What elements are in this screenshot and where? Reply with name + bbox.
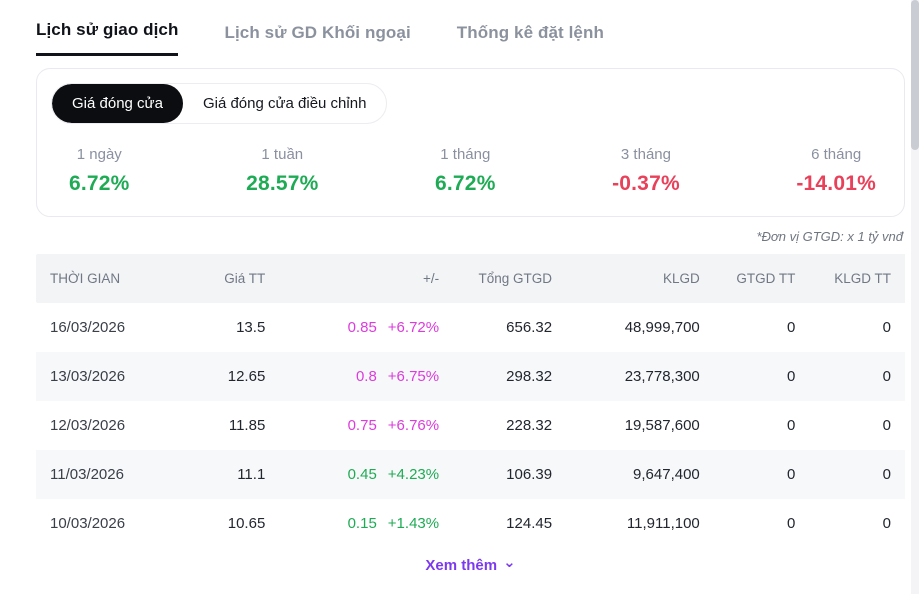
table-row: 10/03/2026 10.65 0.15 +1.43% 124.45 11,91…: [36, 499, 905, 548]
table-row: 12/03/2026 11.85 0.75 +6.76% 228.32 19,58…: [36, 401, 905, 450]
cell-klgd-tt: 0: [882, 319, 891, 336]
cell-price: 10.65: [227, 515, 266, 532]
scrollbar-thumb[interactable]: [911, 0, 919, 150]
col-header-klgd-tt: KLGD TT: [809, 254, 905, 303]
cell-gtgd-tt: 0: [787, 417, 796, 434]
tab-lich-su-gd-khoi-ngoai[interactable]: Lịch sử GD Khối ngoại: [224, 23, 411, 42]
cell-klgd: 9,647,400: [633, 466, 700, 483]
load-more-label: Xem thêm: [425, 557, 498, 574]
cell-gtgd-tt: 0: [787, 515, 796, 532]
perf-value: -0.37%: [612, 172, 680, 195]
cell-klgd: 23,778,300: [624, 368, 700, 385]
cell-klgd-tt: 0: [882, 368, 891, 385]
chevron-down-icon: ⌄: [503, 553, 516, 571]
load-more-button[interactable]: Xem thêm ⌄: [36, 548, 905, 580]
perf-value: 6.72%: [435, 172, 496, 195]
tab-bar: Lịch sử giao dịch Lịch sử GD Khối ngoại …: [0, 0, 919, 56]
cell-change: 0.8 +6.75%: [279, 352, 453, 401]
cell-price: 11.1: [237, 466, 266, 483]
perf-1-day: 1 ngày 6.72%: [69, 146, 130, 196]
price-type-toggle: Giá đóng cửa Giá đóng cửa điều chỉnh: [51, 83, 388, 124]
col-header-price: Giá TT: [192, 254, 280, 303]
perf-period-label: 6 tháng: [811, 146, 862, 163]
cell-gtgd-tt: 0: [787, 368, 796, 385]
performance-row: 1 ngày 6.72% 1 tuần 28.57% 1 tháng 6.72%…: [69, 146, 876, 196]
table-row: 13/03/2026 12.65 0.8 +6.75% 298.32 23,778…: [36, 352, 905, 401]
change-percent: +6.76%: [387, 417, 440, 434]
cell-change: 0.85 +6.72%: [279, 303, 453, 352]
table-row: 11/03/2026 11.1 0.45 +4.23% 106.39 9,647,…: [36, 450, 905, 499]
perf-value: 6.72%: [69, 172, 130, 195]
cell-date: 12/03/2026: [50, 417, 126, 434]
change-value: 0.45: [347, 466, 377, 483]
change-value: 0.75: [347, 417, 377, 434]
cell-klgd: 11,911,100: [626, 515, 700, 532]
change-percent: +6.72%: [387, 319, 440, 336]
perf-period-label: 1 ngày: [76, 146, 122, 163]
cell-price: 11.85: [228, 417, 266, 434]
cell-total-gtgd: 298.32: [506, 368, 553, 385]
trade-history-table: THỜI GIAN Giá TT +/- Tổng GTGD KLGD GTGD…: [36, 254, 905, 548]
cell-total-gtgd: 106.39: [506, 466, 553, 483]
cell-klgd: 19,587,600: [624, 417, 700, 434]
perf-period-label: 1 tháng: [440, 146, 491, 163]
cell-date: 13/03/2026: [50, 368, 126, 385]
cell-change: 0.15 +1.43%: [279, 499, 453, 548]
perf-1-week: 1 tuần 28.57%: [246, 146, 318, 196]
change-percent: +6.75%: [387, 368, 440, 385]
perf-period-label: 1 tuần: [261, 146, 304, 163]
perf-3-month: 3 tháng -0.37%: [612, 146, 680, 196]
cell-price: 13.5: [236, 319, 266, 336]
table-row: 16/03/2026 13.5 0.85 +6.72% 656.32 48,999…: [36, 303, 905, 352]
unit-note: *Đơn vị GTGD: x 1 tỷ vnđ: [756, 229, 903, 244]
toggle-close-price[interactable]: Giá đóng cửa: [52, 84, 183, 123]
change-value: 0.85: [347, 319, 377, 336]
change-percent: +4.23%: [387, 466, 440, 483]
cell-gtgd-tt: 0: [787, 319, 796, 336]
perf-value: -14.01%: [796, 172, 876, 195]
tab-lich-su-giao-dich[interactable]: Lịch sử giao dịch: [36, 20, 179, 56]
col-header-time: THỜI GIAN: [36, 254, 193, 303]
cell-klgd-tt: 0: [882, 466, 891, 483]
cell-date: 16/03/2026: [50, 319, 126, 336]
cell-total-gtgd: 228.32: [506, 417, 553, 434]
change-percent: +1.43%: [387, 515, 440, 532]
table-header-row: THỜI GIAN Giá TT +/- Tổng GTGD KLGD GTGD…: [36, 254, 905, 303]
col-header-gtgd-tt: GTGD TT: [713, 254, 810, 303]
price-summary-panel: Giá đóng cửa Giá đóng cửa điều chỉnh 1 n…: [36, 68, 905, 217]
cell-gtgd-tt: 0: [787, 466, 796, 483]
col-header-klgd: KLGD: [566, 254, 714, 303]
cell-price: 12.65: [227, 368, 266, 385]
perf-1-month: 1 tháng 6.72%: [435, 146, 496, 196]
table-section: *Đơn vị GTGD: x 1 tỷ vnđ THỜI GIAN Giá T…: [36, 229, 905, 580]
col-header-total-gtgd: Tổng GTGD: [453, 254, 567, 303]
change-value: 0.15: [347, 515, 377, 532]
cell-total-gtgd: 124.45: [506, 515, 553, 532]
perf-period-label: 3 tháng: [620, 146, 671, 163]
cell-change: 0.75 +6.76%: [279, 401, 453, 450]
cell-change: 0.45 +4.23%: [279, 450, 453, 499]
cell-date: 10/03/2026: [50, 515, 126, 532]
perf-6-month: 6 tháng -14.01%: [796, 146, 876, 196]
scrollbar[interactable]: [911, 0, 919, 594]
perf-value: 28.57%: [246, 172, 319, 195]
cell-klgd-tt: 0: [882, 417, 891, 434]
cell-total-gtgd: 656.32: [506, 319, 553, 336]
cell-klgd: 48,999,700: [624, 319, 700, 336]
toggle-adjusted-close-price[interactable]: Giá đóng cửa điều chỉnh: [183, 84, 386, 123]
tab-thong-ke-dat-lenh[interactable]: Thống kê đặt lệnh: [456, 23, 604, 42]
cell-date: 11/03/2026: [50, 466, 124, 483]
cell-klgd-tt: 0: [882, 515, 891, 532]
change-value: 0.8: [355, 368, 377, 385]
col-header-change: +/-: [279, 254, 454, 303]
